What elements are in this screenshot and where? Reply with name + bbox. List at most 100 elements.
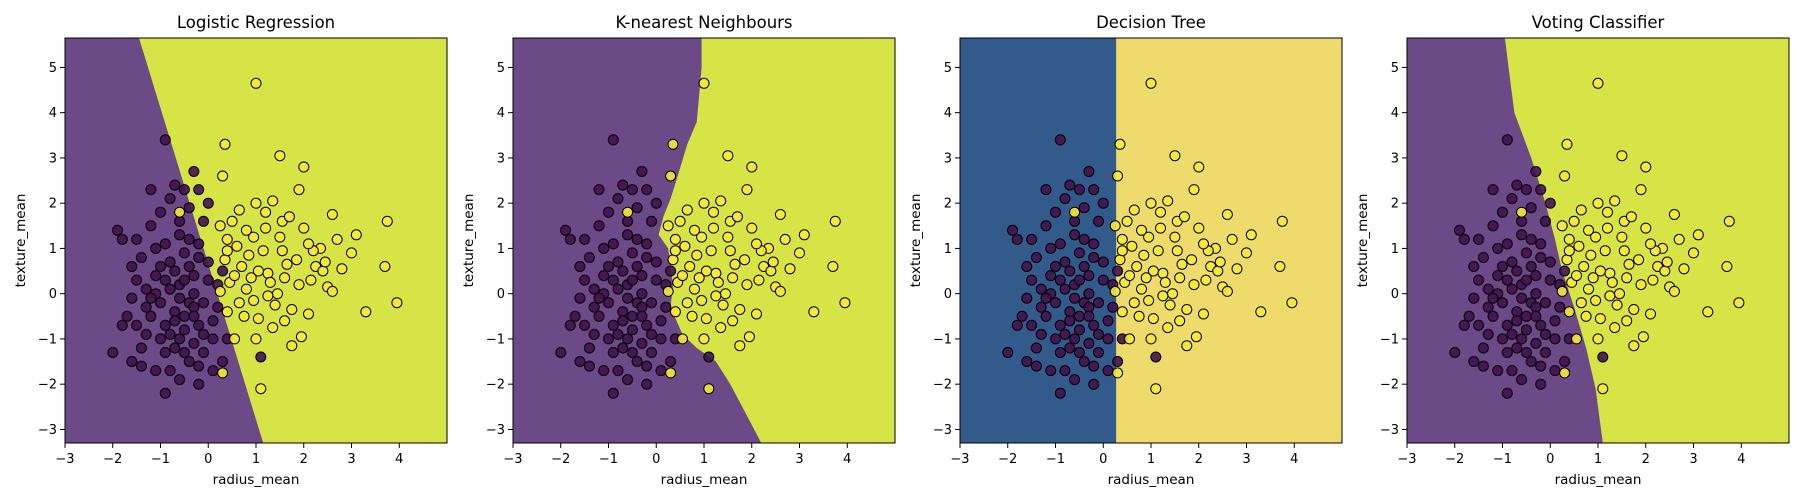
x-tick-label: 2 — [748, 452, 756, 467]
data-point-class-0 — [626, 310, 638, 322]
data-point-class-1 — [1157, 267, 1169, 279]
panel-title: Logistic Regression — [177, 13, 335, 32]
data-point-class-1 — [1556, 220, 1568, 232]
data-point-class-1 — [767, 256, 779, 268]
data-point-class-1 — [1145, 77, 1157, 89]
y-tick-label: 4 — [944, 106, 952, 121]
y-tick-label: 4 — [497, 106, 505, 121]
data-point-class-0 — [598, 270, 610, 282]
data-point-class-0 — [703, 351, 715, 363]
data-point-class-1 — [1143, 231, 1155, 243]
data-point-class-1 — [1621, 272, 1633, 284]
data-point-class-1 — [286, 340, 298, 352]
panel-k-nearest-neighbours: −3 −2 −1 0 1 2 3 4 −3 −2 −1 0 1 2 3 4 5 K-nearest Neighbo… — [461, 13, 896, 488]
data-point-class-0 — [126, 356, 138, 367]
data-point-class-1 — [1145, 333, 1157, 345]
data-point-class-0 — [1059, 193, 1071, 205]
data-point-class-1 — [252, 265, 264, 277]
data-point-class-0 — [255, 351, 267, 363]
data-point-class-1 — [272, 288, 283, 300]
x-tick-label: −3 — [950, 452, 969, 467]
data-point-class-0 — [155, 297, 166, 309]
data-point-class-1 — [1647, 274, 1659, 286]
data-point-class-0 — [1083, 166, 1095, 177]
x-tick-label: 4 — [395, 452, 403, 467]
data-point-class-1 — [720, 288, 731, 300]
data-point-class-0 — [164, 328, 176, 340]
data-point-class-1 — [1150, 383, 1162, 395]
panel-voting-classifier: −3 −2 −1 0 1 2 3 4 −3 −2 −1 0 1 2 3 4 5 Voting Classifier… — [1355, 13, 1790, 488]
data-point-class-0 — [1030, 342, 1042, 354]
data-point-class-1 — [689, 283, 700, 295]
x-tick-label: −1 — [1046, 452, 1065, 467]
data-point-class-0 — [1549, 333, 1561, 345]
data-point-class-0 — [1045, 242, 1057, 254]
data-point-class-1 — [1255, 306, 1267, 318]
x-tick-label: 2 — [300, 452, 308, 467]
data-point-class-0 — [1064, 315, 1076, 327]
y-tick-label: −2 — [933, 378, 952, 393]
data-point-class-0 — [646, 215, 657, 227]
data-point-class-1 — [686, 310, 698, 322]
y-tick-label: 2 — [944, 197, 952, 212]
data-point-class-1 — [1190, 331, 1202, 343]
data-point-class-0 — [1473, 274, 1485, 286]
data-point-class-1 — [1114, 254, 1126, 266]
data-point-class-0 — [1107, 301, 1119, 313]
data-point-class-0 — [178, 347, 190, 358]
data-point-class-0 — [1477, 342, 1489, 354]
data-point-class-0 — [1454, 224, 1465, 236]
data-point-class-0 — [612, 283, 624, 295]
data-point-class-1 — [1563, 306, 1575, 318]
data-point-class-0 — [1501, 387, 1513, 399]
data-point-class-0 — [1520, 184, 1532, 196]
y-tick-label: 3 — [944, 151, 952, 166]
data-point-class-1 — [1618, 245, 1630, 257]
data-point-class-0 — [574, 356, 586, 367]
data-point-class-0 — [1506, 193, 1518, 205]
data-point-class-1 — [1668, 209, 1680, 220]
data-point-class-1 — [229, 333, 240, 345]
data-point-class-0 — [636, 310, 648, 322]
data-point-class-1 — [698, 333, 710, 345]
data-point-class-1 — [1245, 229, 1257, 241]
data-point-class-1 — [1116, 233, 1128, 245]
data-point-class-0 — [1597, 351, 1609, 363]
data-point-class-1 — [1200, 274, 1212, 286]
data-point-class-0 — [1069, 374, 1081, 386]
data-point-class-0 — [202, 197, 214, 209]
data-point-class-0 — [646, 347, 657, 358]
data-point-class-1 — [808, 306, 820, 318]
data-point-class-0 — [1549, 315, 1561, 327]
data-point-class-1 — [1186, 254, 1198, 266]
y-axis-label: texture_mean — [1355, 194, 1371, 288]
data-point-class-1 — [260, 222, 272, 234]
data-point-class-1 — [279, 315, 291, 327]
data-point-class-0 — [145, 292, 157, 304]
data-point-class-0 — [193, 184, 205, 196]
data-point-class-1 — [739, 254, 751, 266]
data-point-class-0 — [107, 347, 119, 358]
data-point-class-1 — [1561, 138, 1573, 150]
data-point-class-1 — [274, 231, 286, 243]
data-point-class-1 — [303, 308, 314, 320]
data-point-class-1 — [1609, 195, 1621, 207]
data-point-class-0 — [593, 292, 605, 304]
data-point-class-1 — [317, 265, 329, 277]
data-point-class-0 — [1088, 252, 1100, 263]
data-point-class-1 — [1221, 285, 1233, 297]
data-point-class-0 — [626, 347, 638, 358]
data-point-class-1 — [221, 245, 233, 257]
data-point-class-0 — [1073, 184, 1085, 196]
data-point-class-1 — [696, 231, 708, 243]
data-point-class-1 — [734, 340, 746, 352]
data-point-class-1 — [274, 150, 286, 162]
data-point-class-0 — [1520, 274, 1532, 286]
data-point-class-1 — [219, 254, 231, 266]
data-point-class-0 — [1050, 333, 1061, 345]
data-point-class-0 — [1054, 347, 1066, 358]
data-point-class-0 — [164, 283, 176, 295]
data-point-class-0 — [1021, 261, 1033, 272]
data-point-class-1 — [1606, 276, 1618, 288]
data-point-class-1 — [1157, 290, 1169, 302]
